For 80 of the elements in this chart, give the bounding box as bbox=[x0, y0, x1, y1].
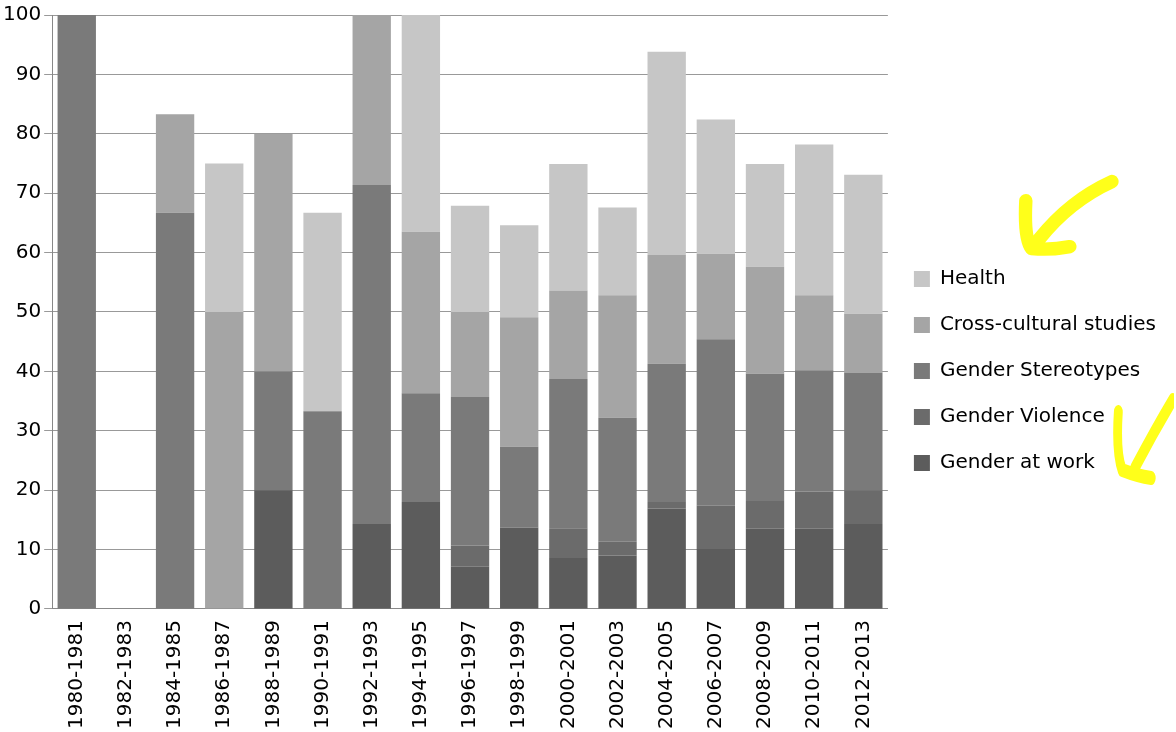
y-tick-label: 30 bbox=[15, 416, 42, 441]
bar bbox=[500, 446, 539, 528]
y-tick-label: 10 bbox=[15, 535, 42, 560]
bar bbox=[794, 491, 834, 529]
y-tick-label: 40 bbox=[15, 357, 42, 382]
x-tick-label: 1982-1983 bbox=[112, 619, 137, 729]
bar bbox=[450, 545, 490, 567]
x-tick-label: 2008-2009 bbox=[751, 619, 776, 729]
bar bbox=[549, 379, 588, 529]
bar bbox=[401, 502, 441, 609]
bar bbox=[794, 144, 834, 296]
bar bbox=[696, 119, 736, 254]
bar bbox=[745, 373, 785, 501]
y-tick-label: 80 bbox=[15, 120, 42, 144]
bar bbox=[500, 225, 539, 318]
legend-label: Gender Violence bbox=[939, 403, 1105, 428]
bar bbox=[303, 411, 342, 609]
bar bbox=[745, 164, 785, 267]
y-tick-label: 90 bbox=[15, 60, 42, 85]
bar bbox=[450, 566, 490, 609]
x-tick-label: 2010-2011 bbox=[800, 619, 825, 729]
bar bbox=[598, 417, 637, 542]
bar bbox=[352, 524, 391, 609]
bar bbox=[57, 15, 96, 609]
bar bbox=[205, 163, 244, 312]
bar bbox=[696, 505, 736, 549]
x-tick-label: 2000-2001 bbox=[554, 619, 579, 729]
bar bbox=[254, 490, 293, 609]
x-tick-label: 2004-2005 bbox=[652, 619, 677, 729]
bar bbox=[647, 508, 686, 609]
bar bbox=[844, 524, 883, 609]
bar bbox=[500, 527, 539, 609]
x-tick-label: 1986-1987 bbox=[210, 619, 235, 729]
legend-label: Gender at work bbox=[939, 449, 1096, 474]
y-tick-label: 20 bbox=[15, 476, 42, 501]
bar bbox=[598, 207, 637, 296]
x-tick-label: 1992-1993 bbox=[357, 619, 382, 729]
bar bbox=[254, 371, 293, 491]
bar bbox=[450, 396, 490, 546]
bar bbox=[794, 370, 834, 492]
bar bbox=[696, 339, 736, 506]
bar bbox=[647, 363, 686, 503]
x-tick-label: 1988-1989 bbox=[259, 619, 284, 729]
y-tick-label: 50 bbox=[15, 298, 42, 323]
bar bbox=[352, 184, 391, 525]
bar bbox=[844, 174, 883, 314]
bar bbox=[794, 528, 834, 609]
bar bbox=[598, 541, 637, 556]
bar bbox=[745, 500, 785, 529]
bar bbox=[549, 557, 588, 609]
x-tick-label: 1994-1995 bbox=[407, 619, 432, 729]
bar bbox=[549, 528, 588, 558]
bar bbox=[844, 490, 883, 525]
legend-label: Gender Stereotypes bbox=[939, 357, 1141, 382]
y-tick-label: 0 bbox=[28, 595, 42, 620]
bar bbox=[401, 15, 441, 232]
bar bbox=[450, 205, 490, 312]
x-tick-label: 1990-1991 bbox=[308, 619, 333, 729]
bar bbox=[844, 372, 883, 491]
x-tick-label: 2002-2003 bbox=[603, 619, 628, 729]
x-tick-label: 1980-1981 bbox=[62, 619, 87, 729]
x-tick-label: 2006-2007 bbox=[702, 619, 727, 729]
legend-label: Health bbox=[939, 265, 1006, 290]
bar bbox=[696, 548, 736, 609]
y-tick-label: 70 bbox=[15, 179, 42, 204]
x-tick-label: 1984-1985 bbox=[161, 619, 186, 729]
y-tick-label: 100 bbox=[2, 1, 42, 26]
bar bbox=[549, 164, 588, 291]
bar bbox=[303, 212, 342, 412]
bar bbox=[647, 51, 686, 255]
x-tick-label: 1998-1999 bbox=[505, 619, 530, 729]
legend-label: Cross-cultural studies bbox=[939, 311, 1156, 336]
x-tick-label: 2012-2013 bbox=[849, 619, 874, 729]
bar bbox=[745, 528, 785, 609]
bar bbox=[647, 502, 686, 509]
bar bbox=[598, 555, 637, 609]
y-tick-label: 60 bbox=[15, 238, 42, 263]
bar bbox=[155, 212, 195, 609]
x-tick-label: 1996-1997 bbox=[456, 619, 481, 729]
bar bbox=[401, 393, 441, 503]
